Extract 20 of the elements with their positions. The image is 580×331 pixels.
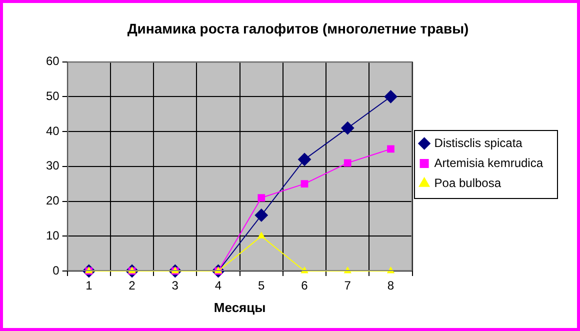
y-tick-label: 30 [46, 158, 60, 173]
y-tick-label: 0 [52, 263, 60, 278]
y-tick-label: 60 [46, 54, 60, 68]
x-axis-title: Месяцы [214, 300, 266, 315]
x-tick-label: 2 [128, 278, 136, 293]
legend-label: Artemisia kemrudica [434, 156, 544, 170]
x-tick-label: 1 [86, 278, 93, 293]
legend-label: Distisclis spicata [434, 136, 523, 150]
x-tick-label: 4 [214, 278, 222, 293]
x-tick-label: 7 [344, 278, 352, 293]
x-tick-label: 3 [172, 278, 179, 293]
y-tick-label: 40 [46, 124, 60, 138]
y-tick-label: 50 [46, 88, 60, 103]
x-tick-label: 5 [258, 278, 266, 293]
chart-title: Динамика роста галофитов (многолетние травы) [127, 20, 469, 36]
x-tick-label: 8 [387, 278, 394, 293]
legend-label: Poa bulbosa [434, 176, 502, 190]
y-tick-label: 10 [46, 228, 60, 242]
y-tick-label: 20 [46, 194, 60, 208]
x-tick-label: 6 [301, 278, 308, 293]
